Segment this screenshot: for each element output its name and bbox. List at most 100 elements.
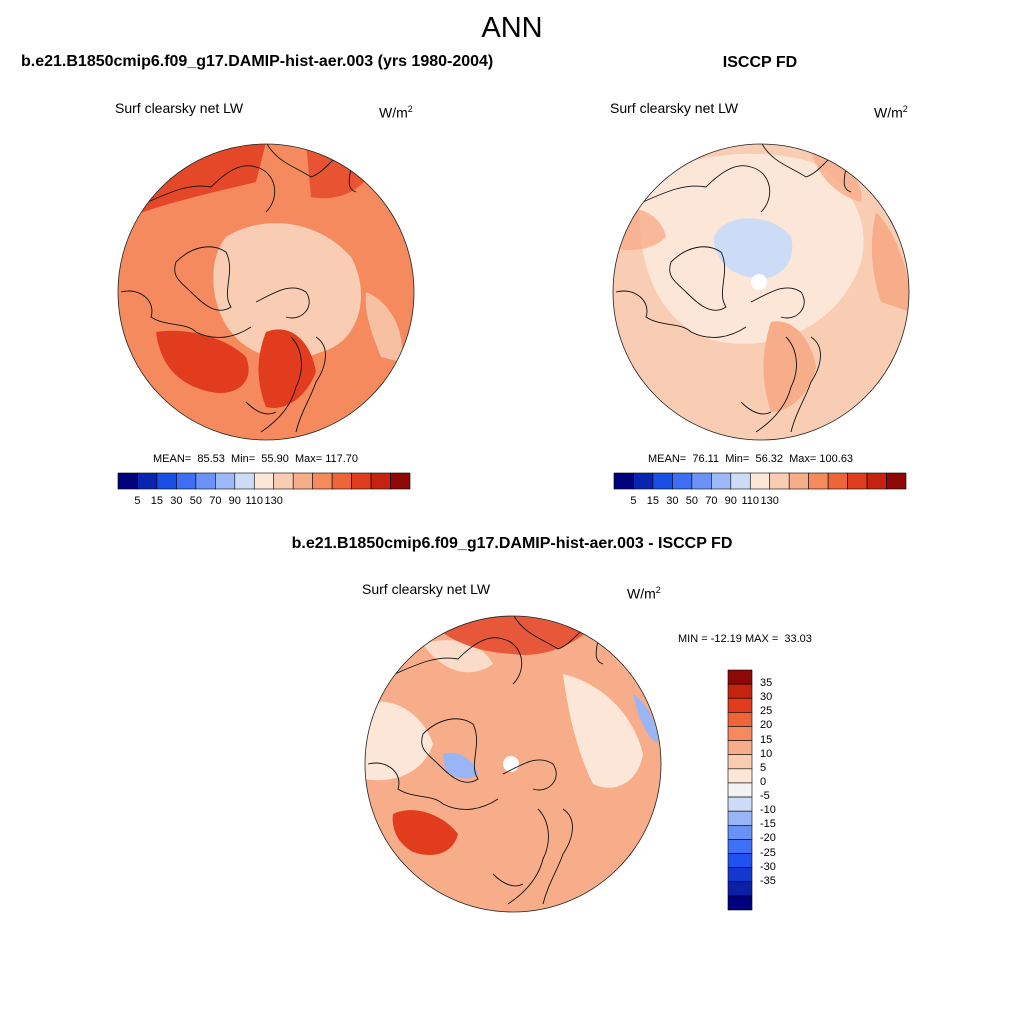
model-max-value: 117.70 xyxy=(325,453,359,465)
obs-colorbar-swatch xyxy=(672,472,693,490)
diff-colorbar-swatch xyxy=(727,712,753,727)
obs-colorbar-swatch xyxy=(633,472,654,490)
obs-colorbar xyxy=(613,472,907,490)
model-colorbar-tick: 130 xyxy=(264,495,283,507)
model-colorbar-swatch xyxy=(137,472,158,490)
model-units-base: W/m xyxy=(379,104,408,121)
obs-colorbar-swatch xyxy=(866,472,887,490)
diff-colorbar-swatch xyxy=(727,895,753,911)
model-min-value: 55.90 xyxy=(261,453,289,465)
model-colorbar-swatch xyxy=(312,472,333,490)
diff-colorbar-ticks: 35 30 25 20 15 10 5 0 -5 -10 -15 -20 -25 -30 -35 xyxy=(760,670,800,910)
diff-colorbar-tick: 0 xyxy=(760,775,767,788)
diff-variable-label: Surf clearsky net LW xyxy=(362,581,491,597)
obs-colorbar-swatch xyxy=(652,472,673,490)
diff-colorbar-tick: 25 xyxy=(760,705,773,718)
diff-colorbar-tick: -5 xyxy=(760,790,770,803)
model-colorbar xyxy=(117,472,411,490)
obs-colorbar-tick: 130 xyxy=(760,495,779,507)
model-colorbar-swatch xyxy=(176,472,197,490)
obs-colorbar-tick: 110 xyxy=(741,495,760,507)
model-colorbar-swatch xyxy=(215,472,236,490)
obs-title: ISCCP FD xyxy=(722,54,798,71)
diff-title: b.e21.B1850cmip6.f09_g17.DAMIP-hist-aer.… xyxy=(291,535,733,552)
diff-map xyxy=(364,615,662,913)
obs-units: W/m2 xyxy=(874,104,908,121)
diff-colorbar-swatch xyxy=(727,754,753,770)
diff-units-base: W/m xyxy=(627,585,656,602)
obs-max-label: Max= xyxy=(789,453,817,465)
model-map xyxy=(117,143,415,441)
model-colorbar-tick: 70 xyxy=(209,495,222,507)
obs-variable-label: Surf clearsky net LW xyxy=(610,100,739,116)
model-max-label: Max= xyxy=(294,453,323,465)
diff-colorbar-tick: -20 xyxy=(760,832,776,845)
obs-colorbar-ticks: 5 15 30 50 70 90 110 130 xyxy=(614,495,906,509)
model-colorbar-swatch xyxy=(273,472,294,490)
diff-units-exp: 2 xyxy=(655,585,661,595)
diff-colorbar-swatch xyxy=(727,782,753,798)
model-units: W/m2 xyxy=(379,104,413,121)
diff-units: W/m2 xyxy=(627,585,661,602)
diff-colorbar-swatch xyxy=(727,853,753,868)
model-colorbar-tick: 15 xyxy=(150,495,164,507)
obs-colorbar-tick: 5 xyxy=(630,495,637,507)
obs-units-base: W/m xyxy=(874,104,903,121)
diff-colorbar-tick: 15 xyxy=(760,733,773,746)
obs-colorbar-tick: 70 xyxy=(705,495,718,507)
obs-stats: MEAN= 76.11 Min= 56.32 Max= 100.63 xyxy=(648,453,853,465)
diff-colorbar-tick: 30 xyxy=(760,691,773,704)
model-stats: MEAN= 85.53 Min= 55.90 Max= 117.70 xyxy=(153,453,358,465)
diff-colorbar-swatch xyxy=(727,768,753,784)
model-colorbar-tick: 50 xyxy=(189,495,202,507)
diff-colorbar-swatch xyxy=(727,881,753,897)
obs-colorbar-swatch xyxy=(827,472,848,490)
obs-colorbar-tick: 30 xyxy=(666,495,679,507)
obs-min-label: Min= xyxy=(725,453,750,465)
model-colorbar-swatch xyxy=(234,472,255,490)
diff-colorbar-swatch xyxy=(727,740,753,756)
diff-colorbar-tick: 35 xyxy=(760,677,773,690)
model-colorbar-swatch xyxy=(331,472,352,490)
model-colorbar-tick: 90 xyxy=(228,495,241,507)
model-mean-label: MEAN= xyxy=(153,453,192,465)
model-colorbar-swatch xyxy=(292,472,313,490)
diff-colorbar-tick: -30 xyxy=(760,860,776,873)
model-colorbar-swatch xyxy=(390,472,411,490)
model-mean-value: 85.53 xyxy=(197,453,225,465)
diff-colorbar-swatch xyxy=(727,810,753,826)
obs-units-exp: 2 xyxy=(902,104,908,114)
obs-colorbar-swatch xyxy=(711,472,732,490)
diff-colorbar-tick: -10 xyxy=(760,804,776,817)
model-colorbar-ticks: 5 15 30 50 70 90 110 130 xyxy=(118,495,410,509)
diff-colorbar-swatch xyxy=(727,726,753,741)
obs-max-value: 100.63 xyxy=(819,453,854,465)
diff-colorbar-swatch xyxy=(727,867,753,883)
obs-colorbar-swatch xyxy=(613,472,634,490)
obs-colorbar-tick: 90 xyxy=(724,495,737,507)
obs-colorbar-swatch xyxy=(730,472,751,490)
case-title: b.e21.B1850cmip6.f09_g17.DAMIP-hist-aer.… xyxy=(21,53,494,70)
model-colorbar-tick: 110 xyxy=(245,495,264,507)
model-colorbar-swatch xyxy=(195,472,216,490)
diff-colorbar-tick: 5 xyxy=(760,761,767,774)
model-variable-label: Surf clearsky net LW xyxy=(115,100,244,116)
diff-colorbar-tick: -35 xyxy=(760,874,776,887)
model-units-exp: 2 xyxy=(407,104,413,114)
diff-colorbar-swatch xyxy=(727,669,753,685)
obs-map xyxy=(612,143,910,441)
diff-colorbar-tick: 10 xyxy=(760,747,773,760)
obs-mean-value: 76.11 xyxy=(692,453,720,465)
obs-colorbar-swatch xyxy=(749,472,771,490)
model-colorbar-swatch xyxy=(117,472,138,490)
diff-colorbar-swatch xyxy=(727,839,753,854)
obs-min-value: 56.32 xyxy=(755,453,783,465)
model-colorbar-tick: 30 xyxy=(170,495,183,507)
model-colorbar-swatch xyxy=(351,472,372,490)
diff-colorbar-swatch xyxy=(727,824,753,840)
diff-colorbar-tick: -15 xyxy=(760,818,776,831)
obs-mean-label: MEAN= xyxy=(648,453,687,465)
obs-colorbar-swatch xyxy=(788,472,809,490)
obs-colorbar-tick: 50 xyxy=(685,495,698,507)
diff-colorbar-swatch xyxy=(727,796,753,812)
